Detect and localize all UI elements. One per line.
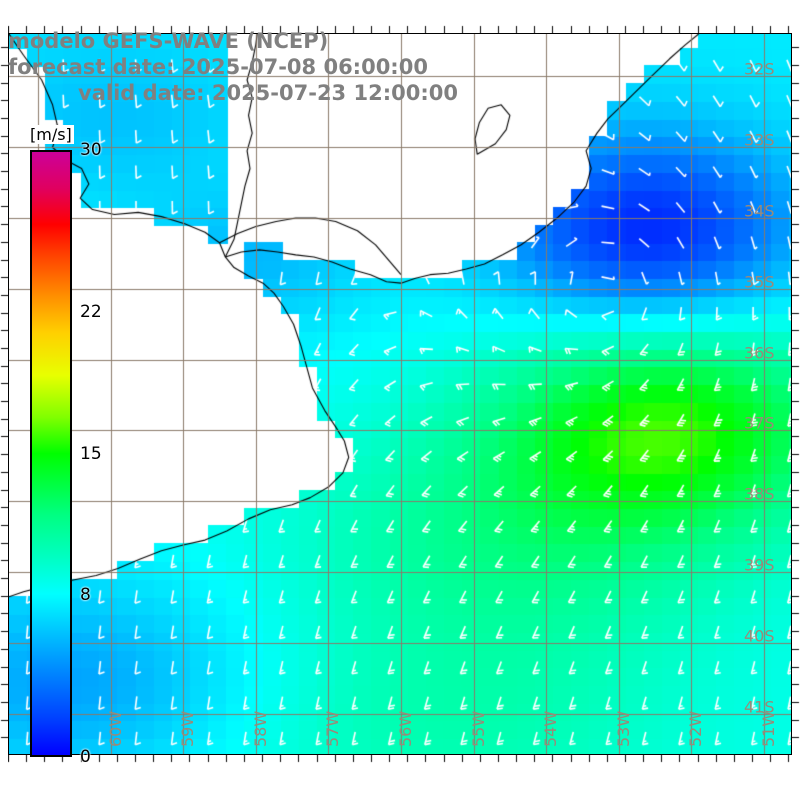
bottom-axis-ticks	[8, 755, 792, 768]
lon-label-52W: 52W	[686, 710, 706, 747]
colorbar-tick-0: 0	[80, 747, 91, 767]
colorbar-unit-label: [m/s]	[28, 125, 74, 144]
lat-label-40S: 40S	[744, 626, 775, 646]
lon-label-59W: 59W	[178, 710, 198, 747]
colorbar-tick-22: 22	[80, 302, 102, 322]
lat-label-32S: 32S	[744, 59, 775, 79]
colorbar-tick-8: 8	[80, 585, 91, 605]
colorbar-gradient	[30, 150, 72, 757]
lat-label-33S: 33S	[744, 130, 775, 150]
map-plot-area[interactable]	[8, 33, 792, 755]
lat-label-41S: 41S	[744, 697, 775, 717]
left-axis-ticks	[0, 33, 8, 755]
lon-label-54W: 54W	[541, 710, 561, 747]
colorbar-tick-30: 30	[80, 140, 102, 160]
lon-label-56W: 56W	[396, 710, 415, 747]
lon-label-55W: 55W	[468, 710, 488, 747]
lon-label-58W: 58W	[250, 710, 270, 747]
lat-label-36S: 36S	[744, 343, 775, 363]
lon-label-57W: 57W	[323, 710, 343, 747]
lon-label-53W: 53W	[613, 710, 633, 747]
lat-label-34S: 34S	[744, 201, 775, 221]
lon-label-51W: 51W	[758, 710, 778, 747]
top-axis-ticks	[8, 20, 792, 33]
right-axis-ticks	[792, 33, 800, 755]
lat-label-39S: 39S	[744, 555, 775, 575]
lat-label-35S: 35S	[744, 272, 775, 292]
graticule-grid	[9, 34, 791, 754]
lat-label-37S: 37S	[744, 413, 775, 433]
lat-label-38S: 38S	[744, 484, 775, 504]
lon-label-60W: 60W	[105, 710, 125, 747]
colorbar-tick-15: 15	[80, 444, 102, 464]
colorbar: [m/s] 30 22 15 8 0	[28, 125, 102, 767]
